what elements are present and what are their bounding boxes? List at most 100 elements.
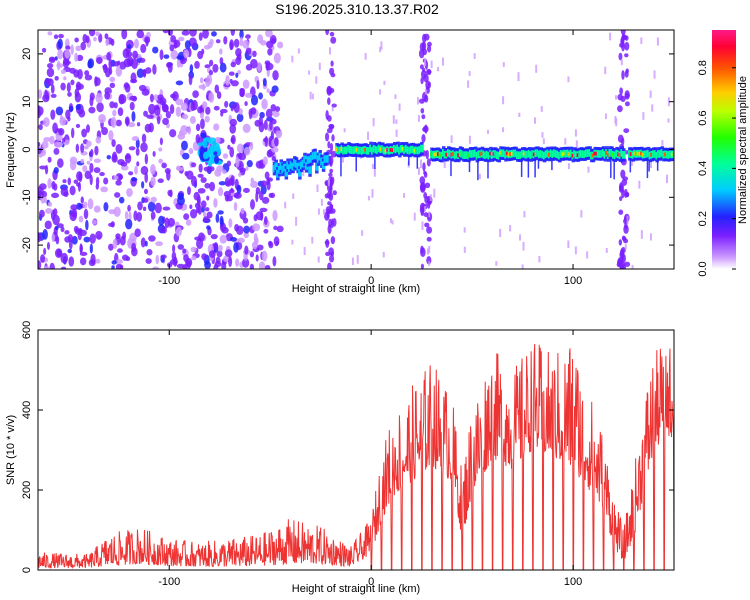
noise-blob (103, 201, 109, 212)
noise-blob (202, 101, 208, 109)
snr-y-label: SNR (10 * v/v) (5, 415, 17, 485)
noise-blob (41, 140, 49, 149)
noise-blob (43, 247, 47, 256)
signal-peak (379, 147, 383, 152)
stripe-blob (621, 70, 625, 80)
noise-blob (242, 39, 250, 49)
noise-blob (82, 33, 88, 44)
background-dash (605, 247, 608, 253)
noise-blob (125, 218, 133, 230)
noise-blob (170, 35, 177, 43)
signal-core (420, 144, 424, 153)
stripe-blob (331, 134, 335, 142)
background-dash (653, 70, 656, 79)
stripe-blob (330, 236, 336, 245)
noise-blob (95, 176, 100, 187)
noise-blob (78, 109, 86, 118)
noise-blob (152, 266, 160, 269)
noise-blob (95, 230, 103, 240)
background-dash (308, 70, 311, 75)
noise-blob (113, 206, 121, 217)
signal-peak (386, 148, 390, 152)
noise-blob (138, 57, 146, 63)
background-dash (361, 230, 364, 236)
snr-x-ticks: -100 0 100 (158, 330, 582, 588)
noise-blob (206, 225, 211, 230)
figure-title: S196.2025.310.13.37.R02 (275, 1, 439, 17)
noise-blob (199, 77, 204, 84)
stripe-blob (621, 41, 625, 52)
stripe-blob (427, 81, 432, 89)
noise-blob (115, 263, 123, 269)
snr-series-line (38, 344, 674, 570)
noise-blob (213, 105, 220, 111)
noise-blob (57, 38, 63, 50)
noise-blob (243, 231, 249, 239)
background-dash (291, 239, 294, 245)
noise-blob (274, 137, 279, 147)
background-dash (331, 107, 334, 112)
noise-blob (252, 50, 257, 58)
stripe-blob (327, 262, 332, 269)
noise-blob (255, 191, 259, 203)
cluster-blob (202, 138, 208, 149)
noise-blob (152, 150, 156, 157)
noise-blob (159, 137, 163, 146)
background-dash (318, 62, 321, 70)
noise-blob (57, 49, 63, 60)
background-dash (403, 193, 406, 198)
noise-blob (189, 209, 198, 219)
spectrogram-x-tick-label: -100 (158, 275, 180, 287)
signal-tail (468, 157, 471, 173)
noise-blob (233, 102, 240, 114)
background-dash (417, 115, 420, 122)
stripe-blob (329, 183, 333, 194)
noise-blob (118, 94, 127, 104)
noise-blob (43, 196, 48, 203)
stripe-blob (332, 218, 337, 227)
spectrogram-x-tick-label: 100 (564, 275, 582, 287)
noise-blob (57, 142, 63, 147)
noise-blob (236, 113, 244, 123)
noise-blob (78, 215, 84, 223)
noise-blob (93, 158, 102, 164)
noise-blob (229, 118, 238, 127)
noise-blob (148, 103, 156, 115)
noise-blob (236, 184, 242, 194)
noise-blob (116, 248, 123, 253)
noise-blob (56, 248, 62, 257)
noise-blob (244, 245, 249, 255)
noise-blob (245, 34, 251, 39)
noise-blob (188, 74, 193, 86)
noise-blob (50, 84, 55, 94)
background-dash (382, 251, 385, 258)
noise-blob (221, 226, 229, 234)
noise-blob (160, 226, 166, 234)
noise-blob (197, 106, 203, 114)
noise-blob (39, 165, 47, 170)
noise-blob (245, 92, 253, 98)
stripe-blob (624, 70, 629, 78)
signal-core (313, 151, 317, 160)
noise-blob (242, 79, 250, 89)
noise-blob (277, 41, 284, 49)
background-dash (640, 230, 643, 239)
noise-blob (50, 109, 56, 120)
signal-core (325, 155, 329, 163)
noise-blob (271, 85, 279, 93)
noise-blob (60, 252, 69, 264)
noise-blob (145, 258, 152, 264)
stripe-blob (419, 183, 426, 193)
noise-blob (270, 147, 279, 153)
noise-blob (136, 161, 140, 167)
stripe-blob (426, 44, 432, 53)
noise-blob (239, 36, 244, 47)
noise-blob (47, 178, 52, 189)
stripe-blob (332, 190, 337, 196)
noise-blob (98, 33, 103, 43)
signal-peak (568, 152, 572, 157)
background-dash (534, 117, 537, 124)
noise-blob (160, 254, 167, 259)
signal-peak (505, 151, 509, 156)
noise-blob (113, 175, 119, 180)
